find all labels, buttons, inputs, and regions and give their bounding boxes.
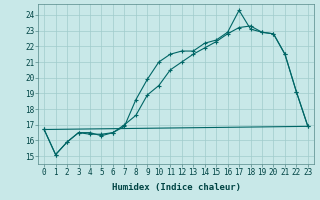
X-axis label: Humidex (Indice chaleur): Humidex (Indice chaleur) bbox=[111, 183, 241, 192]
